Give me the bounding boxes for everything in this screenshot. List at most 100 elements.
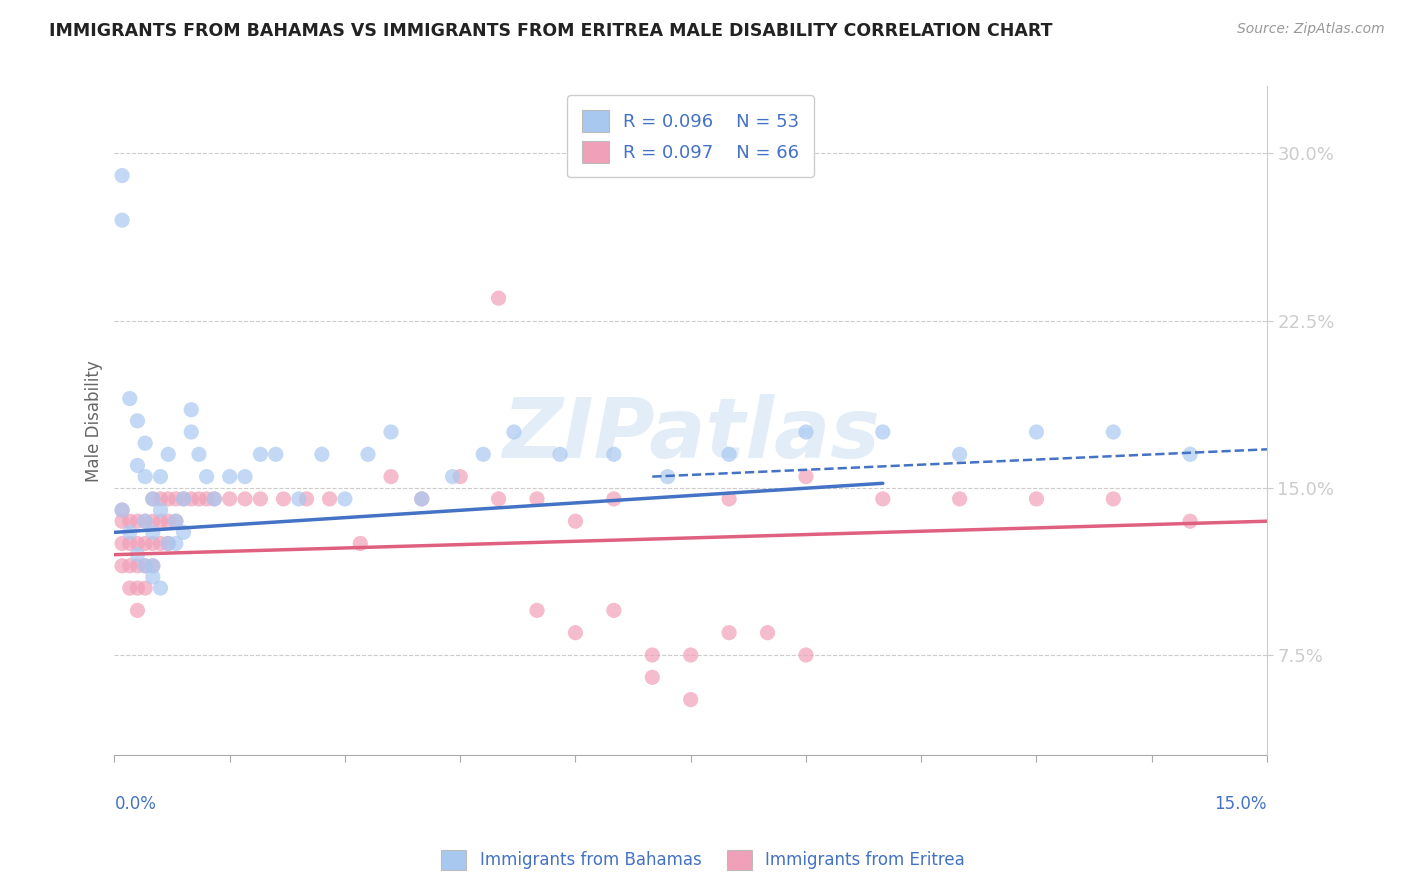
Point — [718, 625, 741, 640]
Point — [187, 447, 209, 461]
Point — [449, 469, 471, 483]
Point — [118, 536, 141, 550]
Point — [180, 402, 202, 417]
Point — [318, 491, 340, 506]
Point — [142, 525, 165, 540]
Point — [118, 558, 141, 573]
Point — [641, 670, 664, 684]
Point — [380, 425, 402, 439]
Point — [603, 447, 626, 461]
Point — [173, 525, 195, 540]
Point — [349, 536, 371, 550]
Point — [288, 491, 311, 506]
Point — [526, 491, 548, 506]
Point — [488, 291, 510, 305]
Point — [142, 558, 165, 573]
Point — [872, 491, 894, 506]
Point — [357, 447, 380, 461]
Point — [134, 469, 156, 483]
Point — [526, 603, 548, 617]
Point — [264, 447, 287, 461]
Point — [134, 514, 156, 528]
Point — [679, 648, 702, 662]
Point — [142, 514, 165, 528]
Point — [157, 491, 180, 506]
Point — [718, 491, 741, 506]
Point — [134, 581, 156, 595]
Point — [657, 469, 679, 483]
Point — [111, 514, 134, 528]
Point — [756, 625, 779, 640]
Point — [195, 469, 218, 483]
Point — [134, 514, 156, 528]
Point — [949, 447, 972, 461]
Point — [127, 558, 149, 573]
Point — [127, 458, 149, 473]
Point — [134, 558, 156, 573]
Text: IMMIGRANTS FROM BAHAMAS VS IMMIGRANTS FROM ERITREA MALE DISABILITY CORRELATION C: IMMIGRANTS FROM BAHAMAS VS IMMIGRANTS FR… — [49, 22, 1053, 40]
Point — [794, 425, 817, 439]
Point — [441, 469, 464, 483]
Point — [249, 447, 271, 461]
Point — [202, 491, 225, 506]
Point — [218, 469, 240, 483]
Legend: Immigrants from Bahamas, Immigrants from Eritrea: Immigrants from Bahamas, Immigrants from… — [434, 843, 972, 877]
Point — [149, 503, 172, 517]
Point — [564, 514, 586, 528]
Point — [794, 648, 817, 662]
Point — [157, 536, 180, 550]
Point — [1025, 425, 1047, 439]
Point — [202, 491, 225, 506]
Point — [111, 503, 134, 517]
Point — [333, 491, 356, 506]
Point — [564, 625, 586, 640]
Point — [180, 491, 202, 506]
Point — [249, 491, 271, 506]
Point — [142, 558, 165, 573]
Point — [173, 491, 195, 506]
Point — [794, 469, 817, 483]
Point — [149, 536, 172, 550]
Point — [679, 692, 702, 706]
Point — [165, 536, 187, 550]
Point — [118, 525, 141, 540]
Point — [127, 548, 149, 562]
Point — [1178, 514, 1201, 528]
Point — [118, 581, 141, 595]
Point — [718, 447, 741, 461]
Point — [157, 447, 180, 461]
Point — [142, 570, 165, 584]
Point — [173, 491, 195, 506]
Text: Source: ZipAtlas.com: Source: ZipAtlas.com — [1237, 22, 1385, 37]
Point — [872, 425, 894, 439]
Point — [118, 514, 141, 528]
Point — [1102, 491, 1125, 506]
Point — [111, 536, 134, 550]
Point — [111, 558, 134, 573]
Point — [949, 491, 972, 506]
Point — [149, 491, 172, 506]
Point — [111, 503, 134, 517]
Point — [311, 447, 333, 461]
Point — [111, 169, 134, 183]
Point — [218, 491, 240, 506]
Point — [180, 425, 202, 439]
Point — [127, 581, 149, 595]
Point — [149, 581, 172, 595]
Point — [295, 491, 318, 506]
Point — [233, 469, 256, 483]
Point — [157, 536, 180, 550]
Text: ZIPatlas: ZIPatlas — [502, 393, 880, 475]
Point — [142, 491, 165, 506]
Point — [472, 447, 495, 461]
Point — [165, 514, 187, 528]
Point — [111, 213, 134, 227]
Point — [134, 536, 156, 550]
Point — [134, 558, 156, 573]
Point — [127, 536, 149, 550]
Point — [127, 414, 149, 428]
Point — [233, 491, 256, 506]
Point — [127, 603, 149, 617]
Point — [411, 491, 433, 506]
Y-axis label: Male Disability: Male Disability — [86, 360, 103, 482]
